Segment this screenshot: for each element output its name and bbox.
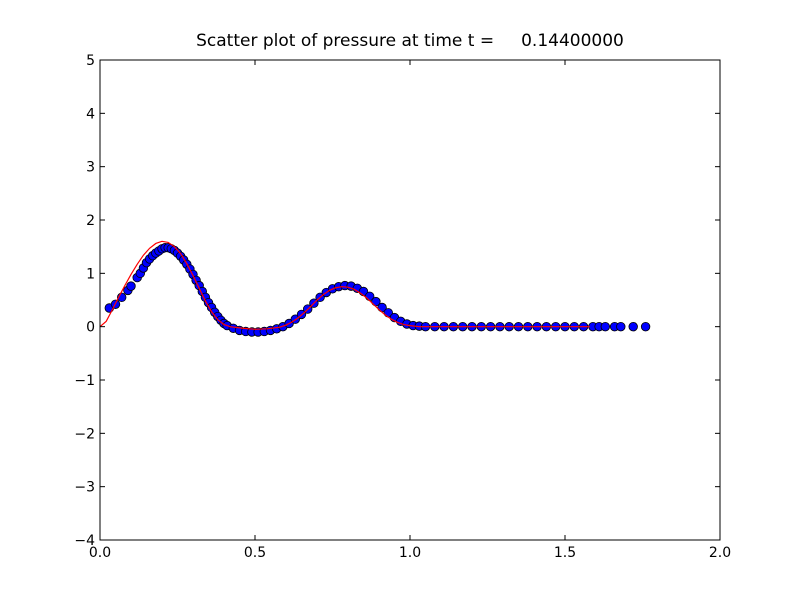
- y-tick-label: −4: [74, 533, 95, 549]
- scatter-point: [640, 321, 651, 332]
- chart-title: Scatter plot of pressure at time t = 0.1…: [196, 31, 624, 51]
- scatter-point: [616, 321, 626, 332]
- scatter-point: [126, 281, 136, 291]
- y-tick-label: −3: [74, 480, 95, 496]
- x-tick-label: 0.5: [244, 545, 266, 561]
- axis-ticks: 0.0 0.5 1.0 1.5 2.0 −4 −3 −2 −1 0 1 2 3 4 5: [74, 53, 731, 561]
- x-tick-label: 1.0: [399, 545, 421, 561]
- y-tick-label: 4: [86, 106, 95, 122]
- y-tick-label: 5: [86, 53, 95, 69]
- scatter-point: [600, 321, 611, 332]
- x-tick-label: 0.0: [89, 545, 111, 561]
- y-tick-label: −1: [74, 373, 95, 389]
- scatter-series: [104, 243, 651, 337]
- x-tick-label: 1.5: [554, 545, 576, 561]
- plot-area: [100, 240, 651, 337]
- y-tick-label: 2: [86, 213, 95, 229]
- y-tick-label: 3: [86, 160, 95, 176]
- y-tick-label: 0: [86, 320, 95, 336]
- plot-frame: [99, 59, 721, 541]
- x-tick-label: 2.0: [709, 545, 731, 561]
- y-tick-label: −2: [74, 426, 95, 442]
- y-tick-label: 1: [86, 266, 95, 282]
- line-series: [100, 240, 590, 330]
- scatter-point: [628, 321, 638, 332]
